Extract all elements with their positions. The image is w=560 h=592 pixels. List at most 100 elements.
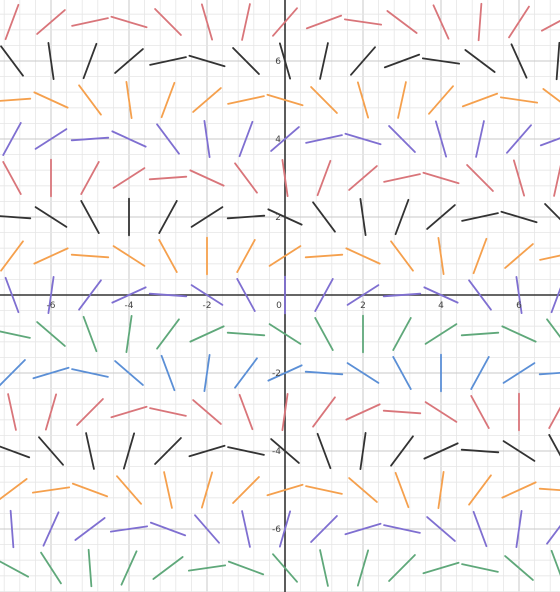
slope-segment [348, 477, 378, 503]
slope-segment [346, 362, 380, 384]
slope-segment [227, 560, 265, 576]
slope-segment [426, 516, 456, 542]
slope-segment [470, 356, 490, 390]
slope-segment [390, 435, 414, 467]
slope-segment [110, 15, 148, 29]
slope-segment [266, 483, 304, 497]
slope-segment [241, 510, 251, 548]
slope-segment [504, 555, 534, 581]
slope-segment [148, 175, 188, 181]
x-tick-label: -4 [125, 301, 134, 311]
slope-segment [110, 405, 148, 419]
slope-segment [499, 96, 539, 104]
slope-segment [437, 236, 445, 276]
slope-segment [0, 445, 31, 459]
slope-segment [553, 164, 560, 197]
slope-segment [345, 247, 381, 265]
slope-segment [0, 97, 32, 102]
slope-segment [304, 253, 344, 259]
slope-segment [47, 41, 55, 81]
slope-segment [85, 432, 95, 470]
slope-segment [281, 392, 289, 432]
slope-segment [383, 173, 421, 183]
slope-segment [76, 398, 104, 426]
slope-segment [203, 119, 211, 159]
x-tick-label: 2 [360, 301, 366, 311]
slope-segment [42, 511, 60, 547]
slope-segment [312, 201, 336, 233]
slope-segment [344, 522, 382, 536]
slope-segment [390, 240, 414, 272]
slope-segment [120, 550, 138, 586]
slope-segment [154, 437, 182, 465]
slope-segment [267, 364, 303, 382]
slope-segment [316, 432, 332, 470]
y-tick-label: -2 [272, 369, 281, 379]
slope-segment [464, 49, 496, 73]
slope-segment [345, 403, 381, 421]
slope-segment [149, 521, 187, 537]
slope-segment [109, 525, 149, 533]
slope-segment [539, 137, 560, 147]
x-tick-label: 4 [438, 301, 444, 311]
slope-segment [548, 434, 560, 457]
tick-labels: -6 -4 -2 0 2 4 6 6 4 2 -2 -4 -6 [47, 57, 523, 535]
slope-segment [555, 41, 560, 81]
slope-segment [203, 353, 211, 393]
slope-segment [550, 549, 560, 576]
slope-segment [33, 91, 69, 109]
slope-segment [305, 134, 343, 144]
slope-segment [392, 356, 412, 390]
x-tick-label: -2 [203, 301, 212, 311]
slope-segment [160, 81, 176, 119]
slope-segment [33, 247, 69, 265]
slope-segment [158, 200, 178, 234]
slope-segment [394, 198, 410, 236]
slope-segment [388, 125, 416, 153]
slope-segment [189, 325, 225, 343]
y-tick-label: -6 [272, 525, 281, 535]
slope-segment [550, 287, 560, 314]
slope-segment [0, 330, 31, 339]
slope-segment [359, 197, 367, 237]
slope-segment [40, 551, 62, 585]
slope-segment [310, 515, 338, 543]
slope-segment [468, 474, 492, 506]
slope-segment [70, 136, 110, 142]
slope-segment [383, 524, 421, 534]
slope-segment [82, 42, 98, 80]
slope-segment [38, 436, 64, 466]
slope-segment [386, 10, 418, 34]
slope-segment [36, 321, 66, 347]
slope-segment [4, 276, 20, 314]
slope-segment [152, 556, 184, 580]
slope-segment [70, 253, 110, 259]
slope-segment [434, 120, 448, 158]
slope-segment [0, 240, 24, 272]
slope-segment [426, 204, 456, 230]
slope-segment [238, 393, 254, 431]
slope-segment [114, 360, 144, 386]
slope-segment [461, 92, 499, 108]
slope-segment [350, 46, 376, 76]
slope-segment [472, 237, 488, 275]
slope-segment [87, 548, 93, 588]
slope-segment [112, 167, 146, 189]
slope-segment [2, 122, 22, 156]
slope-segment [312, 396, 336, 428]
slope-segment [232, 476, 260, 504]
slope-segment [504, 243, 534, 269]
slope-segment [234, 357, 258, 389]
slope-segment [278, 42, 292, 80]
y-tick-label: 2 [275, 213, 281, 223]
slope-segment [540, 19, 560, 32]
slope-segment [9, 509, 15, 549]
slope-segment [424, 401, 458, 423]
slope-segment [266, 93, 304, 107]
slope-segment [278, 510, 292, 548]
slope-segment [114, 48, 144, 74]
slope-segment [382, 292, 422, 298]
slope-segment [192, 87, 222, 113]
slope-segment [392, 317, 412, 351]
